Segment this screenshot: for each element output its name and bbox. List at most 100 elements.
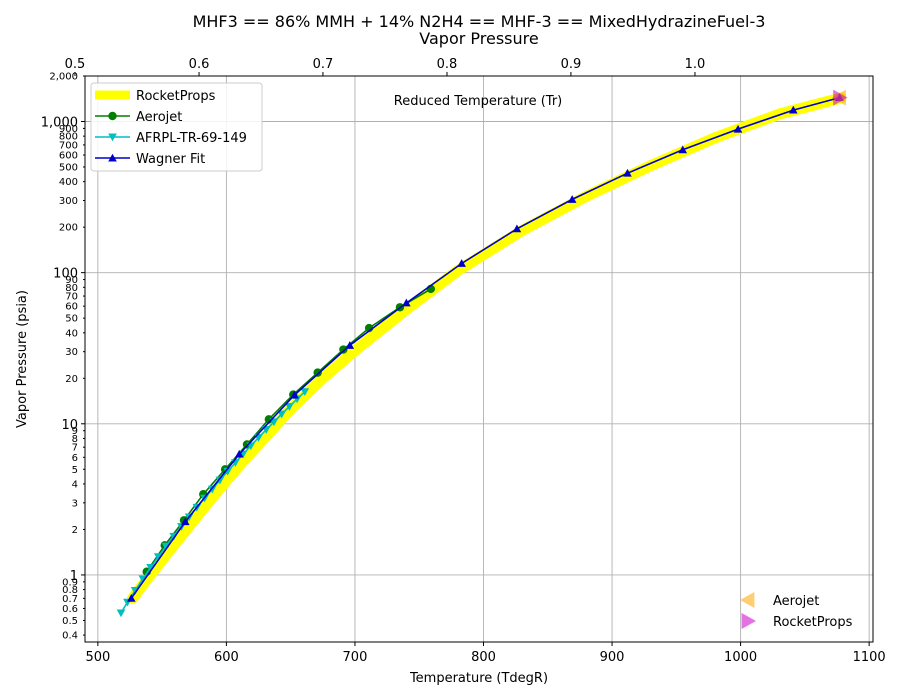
top-tick-label: 1.0 bbox=[685, 57, 706, 72]
y-minor-tick-label: 30 bbox=[65, 347, 78, 358]
top-tick-label: 0.7 bbox=[313, 57, 334, 72]
data-point bbox=[207, 485, 217, 494]
y-axis-label: Vapor Pressure (psia) bbox=[15, 290, 30, 428]
data-point bbox=[126, 594, 136, 602]
x-tick-label: 1000 bbox=[724, 650, 757, 665]
data-point bbox=[180, 517, 190, 526]
y-tick-label: 100 bbox=[53, 267, 78, 282]
y-minor-tick-label: 7 bbox=[72, 443, 78, 454]
data-point bbox=[457, 259, 466, 267]
legend-endpoints: Aerojet RocketProps bbox=[740, 592, 853, 630]
y-minor-tick-label: 5 bbox=[72, 465, 78, 476]
x-tick-label: 600 bbox=[214, 650, 239, 665]
legend-main: RocketProps Aerojet AFRPL-TR-69-149 Wagner … bbox=[90, 82, 263, 172]
data-point bbox=[789, 105, 798, 114]
chart-subtitle: Vapor Pressure bbox=[419, 29, 538, 48]
y-minor-tick-label: 300 bbox=[59, 196, 78, 207]
data-point bbox=[339, 345, 348, 354]
endpoint-marker bbox=[833, 89, 848, 106]
legend-label: RocketProps bbox=[773, 615, 853, 630]
y-minor-tick-label: 40 bbox=[65, 328, 78, 339]
y-minor-tick-label: 50 bbox=[65, 314, 78, 325]
y-minor-tick-label: 900 bbox=[59, 124, 78, 135]
legend-label: Wagner Fit bbox=[136, 152, 205, 167]
y-minor-tick-label: 700 bbox=[59, 140, 78, 151]
y-minor-tick-label: 9 bbox=[72, 426, 78, 437]
data-point bbox=[313, 368, 322, 377]
y-minor-tick-label: 80 bbox=[65, 283, 78, 294]
legend-marker bbox=[108, 111, 117, 121]
y-minor-tick-label: 8 bbox=[72, 434, 78, 445]
x-axis-label: Temperature (TdegR) bbox=[409, 671, 548, 686]
legend-label: Aerojet bbox=[136, 110, 182, 125]
data-point bbox=[345, 341, 355, 349]
data-point bbox=[264, 415, 274, 424]
y-minor-tick-label: 2,000 bbox=[49, 72, 78, 83]
series-wagner-fit bbox=[126, 93, 844, 602]
y-minor-tick-label: 3 bbox=[72, 498, 78, 509]
data-point bbox=[285, 403, 294, 411]
data-point bbox=[153, 553, 163, 562]
y-minor-tick-label: 0.6 bbox=[62, 604, 78, 615]
y-minor-tick-label: 0.8 bbox=[62, 585, 78, 596]
data-point bbox=[146, 564, 155, 572]
axes bbox=[84, 75, 874, 643]
data-point bbox=[116, 609, 126, 618]
y-minor-tick-label: 70 bbox=[65, 292, 78, 303]
series-layer bbox=[116, 89, 848, 618]
plot-frame bbox=[84, 75, 874, 643]
series-line bbox=[127, 92, 847, 604]
data-point bbox=[223, 467, 232, 476]
y-tick-label: 1 bbox=[70, 569, 78, 584]
y-minor-tick-label: 90 bbox=[65, 275, 78, 286]
y-minor-tick-label: 800 bbox=[59, 132, 78, 143]
y-minor-tick-label: 0.4 bbox=[62, 631, 78, 642]
series-line bbox=[130, 96, 840, 599]
y-minor-tick-label: 6 bbox=[72, 453, 78, 464]
y-minor-tick-label: 0.9 bbox=[62, 577, 78, 588]
x-tick-label: 700 bbox=[343, 650, 368, 665]
y-tick-label: 10 bbox=[61, 418, 78, 433]
y-minor-tick-label: 400 bbox=[59, 177, 78, 188]
legend-main-box bbox=[90, 82, 263, 172]
y-minor-tick-label: 0.7 bbox=[62, 594, 78, 605]
y-minor-tick-label: 600 bbox=[59, 151, 78, 162]
data-point bbox=[623, 168, 632, 177]
x-tick-label: 500 bbox=[85, 650, 110, 665]
top-tick-label: 0.9 bbox=[561, 57, 582, 72]
legend-label: RocketProps bbox=[136, 89, 216, 104]
data-point bbox=[402, 298, 411, 307]
y-minor-tick-label: 20 bbox=[65, 374, 78, 385]
data-point bbox=[678, 145, 688, 154]
y-minor-tick-label: 500 bbox=[59, 162, 78, 173]
legend-marker bbox=[108, 133, 117, 142]
legend-label: Aerojet bbox=[773, 594, 819, 609]
top-tick-label: 0.8 bbox=[437, 57, 458, 72]
legend-label: AFRPL-TR-69-149 bbox=[136, 131, 247, 146]
y-minor-tick-label: 60 bbox=[65, 302, 78, 313]
x-tick-label: 900 bbox=[600, 650, 625, 665]
data-point bbox=[234, 449, 244, 458]
chart-title: MHF3 == 86% MMH + 14% N2H4 == MHF-3 == M… bbox=[193, 12, 766, 31]
data-point bbox=[300, 388, 310, 397]
data-point bbox=[277, 410, 286, 419]
top-axis-label: Reduced Temperature (Tr) bbox=[394, 94, 562, 109]
data-point bbox=[512, 224, 522, 233]
data-point bbox=[733, 124, 743, 133]
legend-marker bbox=[108, 153, 117, 162]
y-minor-tick-label: 0.5 bbox=[62, 616, 78, 627]
data-point bbox=[290, 390, 299, 399]
y-tick-label: 1,000 bbox=[41, 115, 78, 130]
series-rocketprops bbox=[127, 92, 847, 604]
top-tick-label: 0.6 bbox=[189, 57, 210, 72]
y-minor-tick-label: 2 bbox=[72, 525, 78, 536]
top-tick-label: 0.5 bbox=[65, 57, 86, 72]
data-point bbox=[215, 476, 225, 485]
x-tick-label: 1100 bbox=[853, 650, 886, 665]
legend-marker bbox=[740, 592, 755, 608]
data-point bbox=[567, 195, 577, 203]
y-minor-tick-label: 200 bbox=[59, 223, 78, 234]
y-minor-tick-label: 4 bbox=[72, 479, 78, 490]
